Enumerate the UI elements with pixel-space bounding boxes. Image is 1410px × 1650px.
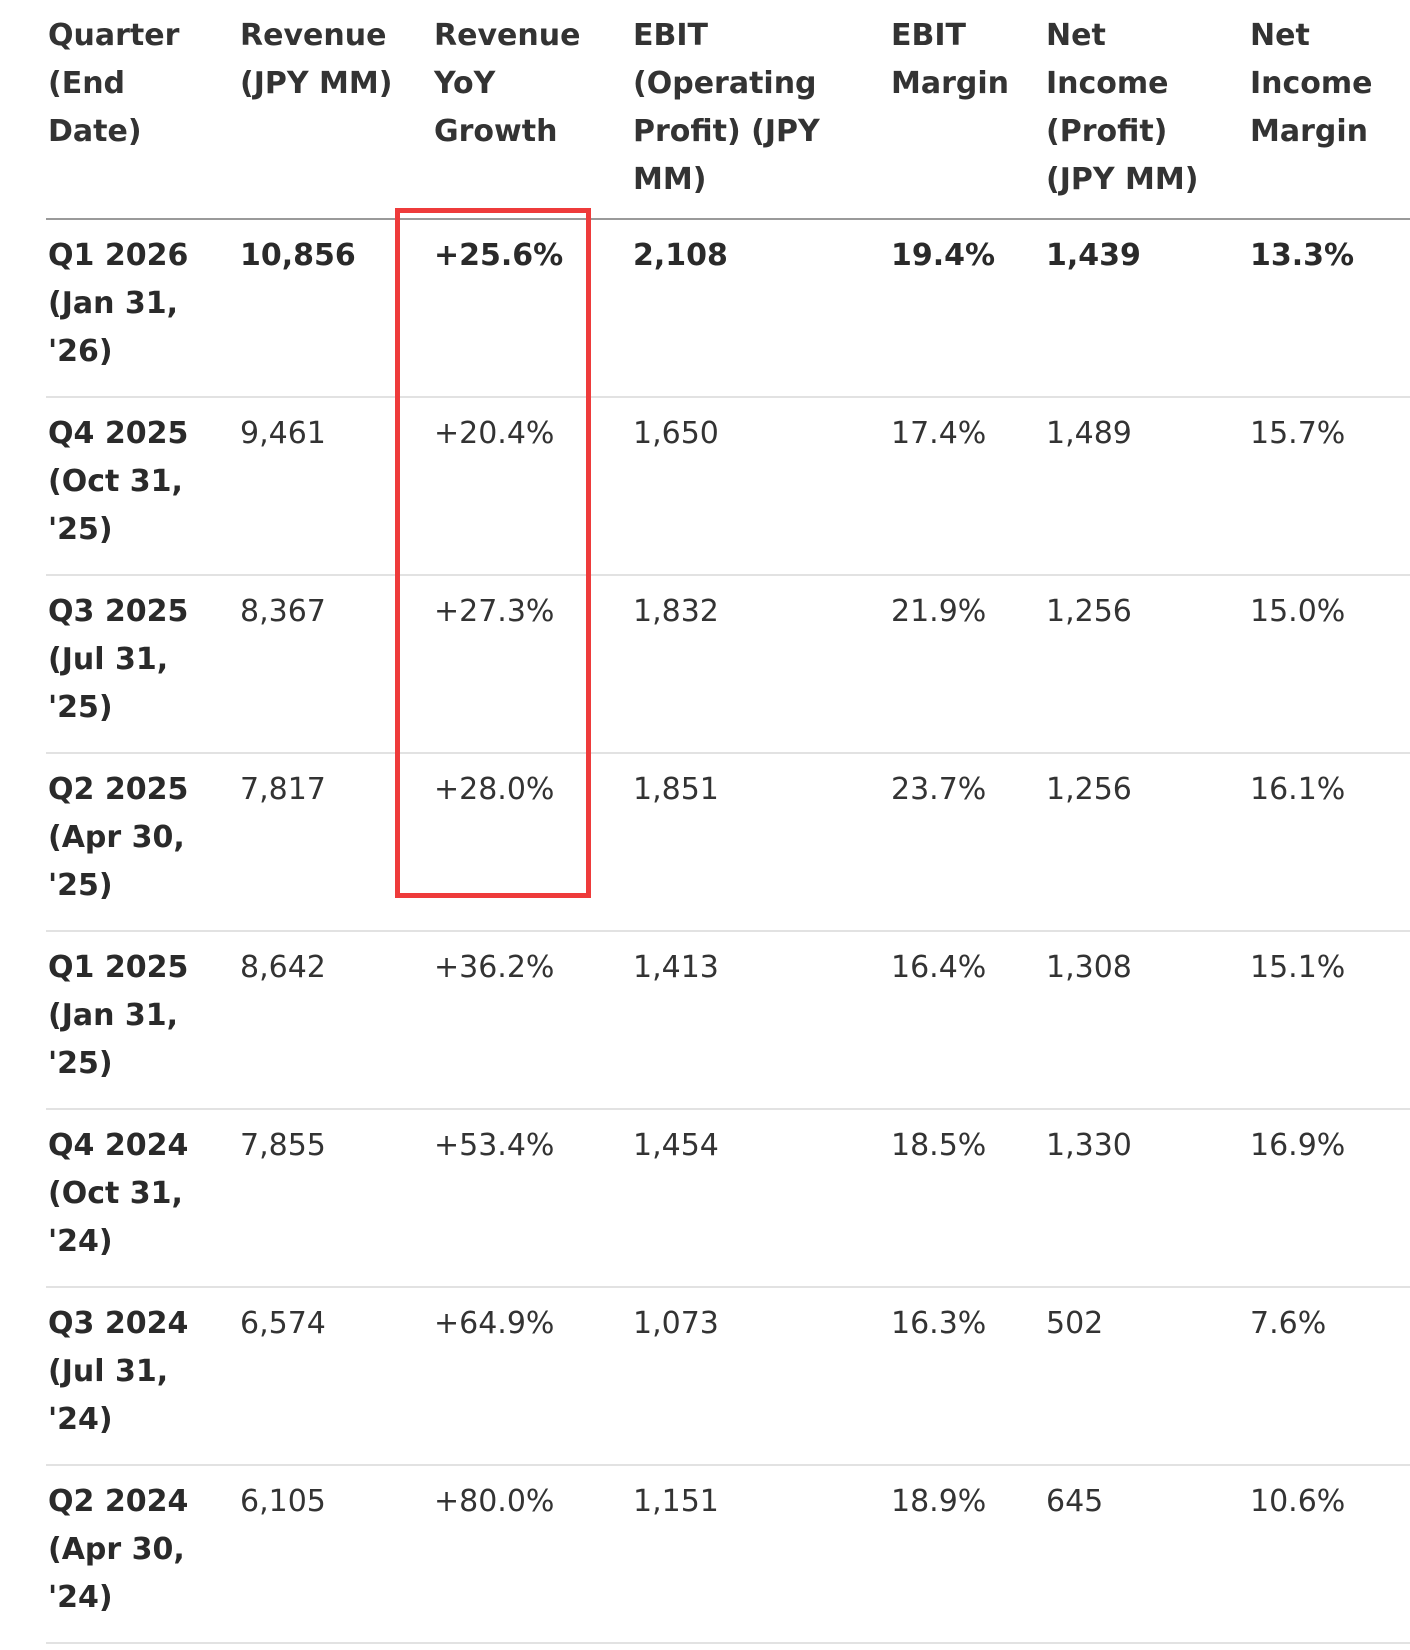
table-row: Q1 2026 (Jan 31, '26) 10,856 +25.6% 2,10… bbox=[46, 220, 1410, 398]
table-row: Q2 2025 (Apr 30, '25) 7,817 +28.0% 1,851… bbox=[46, 754, 1410, 932]
cell-ebit: 1,851 bbox=[633, 772, 719, 807]
cell-ebit-margin: 21.9% bbox=[891, 594, 987, 629]
cell-revenue: 9,461 bbox=[240, 416, 326, 451]
header-net-income-margin: Net Income Margin bbox=[1250, 18, 1373, 149]
cell-ebit: 1,454 bbox=[633, 1128, 719, 1163]
cell-ebit: 1,073 bbox=[633, 1306, 719, 1341]
cell-revenue-yoy: +28.0% bbox=[434, 772, 555, 807]
cell-revenue-yoy: +53.4% bbox=[434, 1128, 555, 1163]
cell-quarter: Q3 2025 (Jul 31, '25) bbox=[48, 594, 189, 725]
cell-net-income-margin: 10.6% bbox=[1250, 1484, 1346, 1519]
cell-revenue: 8,367 bbox=[240, 594, 326, 629]
table-row: Q2 2024 (Apr 30, '24) 6,105 +80.0% 1,151… bbox=[46, 1466, 1410, 1644]
cell-revenue: 8,642 bbox=[240, 950, 326, 985]
cell-quarter: Q3 2024 (Jul 31, '24) bbox=[48, 1306, 189, 1437]
cell-net-income: 1,489 bbox=[1046, 416, 1132, 451]
cell-net-income: 1,256 bbox=[1046, 772, 1132, 807]
cell-quarter: Q1 2025 (Jan 31, '25) bbox=[48, 950, 189, 1081]
cell-ebit-margin: 19.4% bbox=[891, 238, 996, 273]
cell-ebit-margin: 16.3% bbox=[891, 1306, 987, 1341]
cell-net-income-margin: 15.0% bbox=[1250, 594, 1346, 629]
cell-ebit: 2,108 bbox=[633, 238, 728, 273]
table-row: Q1 2025 (Jan 31, '25) 8,642 +36.2% 1,413… bbox=[46, 932, 1410, 1110]
cell-revenue-yoy: +36.2% bbox=[434, 950, 555, 985]
financial-table: Quarter (End Date) Revenue (JPY MM) Reve… bbox=[46, 0, 1410, 1644]
cell-quarter: Q1 2026 (Jan 31, '26) bbox=[48, 238, 189, 369]
cell-revenue-yoy: +20.4% bbox=[434, 416, 555, 451]
cell-ebit: 1,832 bbox=[633, 594, 719, 629]
header-ebit: EBIT (Operating Profit) (JPY MM) bbox=[633, 18, 820, 197]
table-row: Q3 2024 (Jul 31, '24) 6,574 +64.9% 1,073… bbox=[46, 1288, 1410, 1466]
cell-net-income-margin: 7.6% bbox=[1250, 1306, 1327, 1341]
cell-quarter: Q2 2024 (Apr 30, '24) bbox=[48, 1484, 189, 1615]
header-quarter: Quarter (End Date) bbox=[48, 18, 180, 149]
cell-revenue-yoy: +64.9% bbox=[434, 1306, 555, 1341]
cell-net-income: 1,256 bbox=[1046, 594, 1132, 629]
cell-ebit-margin: 18.9% bbox=[891, 1484, 987, 1519]
cell-net-income: 1,330 bbox=[1046, 1128, 1132, 1163]
cell-quarter: Q4 2025 (Oct 31, '25) bbox=[48, 416, 189, 547]
table-row: Q4 2025 (Oct 31, '25) 9,461 +20.4% 1,650… bbox=[46, 398, 1410, 576]
cell-net-income-margin: 15.7% bbox=[1250, 416, 1346, 451]
cell-ebit-margin: 17.4% bbox=[891, 416, 987, 451]
table-header-row: Quarter (End Date) Revenue (JPY MM) Reve… bbox=[46, 0, 1410, 220]
cell-net-income: 502 bbox=[1046, 1306, 1104, 1341]
cell-revenue: 7,855 bbox=[240, 1128, 326, 1163]
table-row: Q4 2024 (Oct 31, '24) 7,855 +53.4% 1,454… bbox=[46, 1110, 1410, 1288]
cell-net-income-margin: 15.1% bbox=[1250, 950, 1346, 985]
cell-ebit-margin: 16.4% bbox=[891, 950, 987, 985]
cell-revenue-yoy: +80.0% bbox=[434, 1484, 555, 1519]
cell-net-income-margin: 16.1% bbox=[1250, 772, 1346, 807]
cell-revenue: 10,856 bbox=[240, 238, 356, 273]
cell-net-income-margin: 13.3% bbox=[1250, 238, 1355, 273]
cell-ebit: 1,650 bbox=[633, 416, 719, 451]
header-ebit-margin: EBIT Margin bbox=[891, 18, 1010, 101]
cell-revenue-yoy: +25.6% bbox=[434, 238, 564, 273]
table-row: Q3 2025 (Jul 31, '25) 8,367 +27.3% 1,832… bbox=[46, 576, 1410, 754]
cell-ebit-margin: 23.7% bbox=[891, 772, 987, 807]
cell-quarter: Q4 2024 (Oct 31, '24) bbox=[48, 1128, 189, 1259]
cell-ebit: 1,151 bbox=[633, 1484, 719, 1519]
cell-net-income: 1,439 bbox=[1046, 238, 1141, 273]
cell-revenue-yoy: +27.3% bbox=[434, 594, 555, 629]
cell-net-income: 1,308 bbox=[1046, 950, 1132, 985]
cell-ebit: 1,413 bbox=[633, 950, 719, 985]
cell-ebit-margin: 18.5% bbox=[891, 1128, 987, 1163]
cell-net-income: 645 bbox=[1046, 1484, 1104, 1519]
cell-net-income-margin: 16.9% bbox=[1250, 1128, 1346, 1163]
header-net-income: Net Income (Profit) (JPY MM) bbox=[1046, 18, 1199, 197]
header-revenue-yoy: Revenue YoY Growth bbox=[434, 18, 581, 149]
cell-revenue: 6,105 bbox=[240, 1484, 326, 1519]
cell-revenue: 6,574 bbox=[240, 1306, 326, 1341]
cell-quarter: Q2 2025 (Apr 30, '25) bbox=[48, 772, 189, 903]
header-revenue: Revenue (JPY MM) bbox=[240, 18, 393, 101]
cell-revenue: 7,817 bbox=[240, 772, 326, 807]
